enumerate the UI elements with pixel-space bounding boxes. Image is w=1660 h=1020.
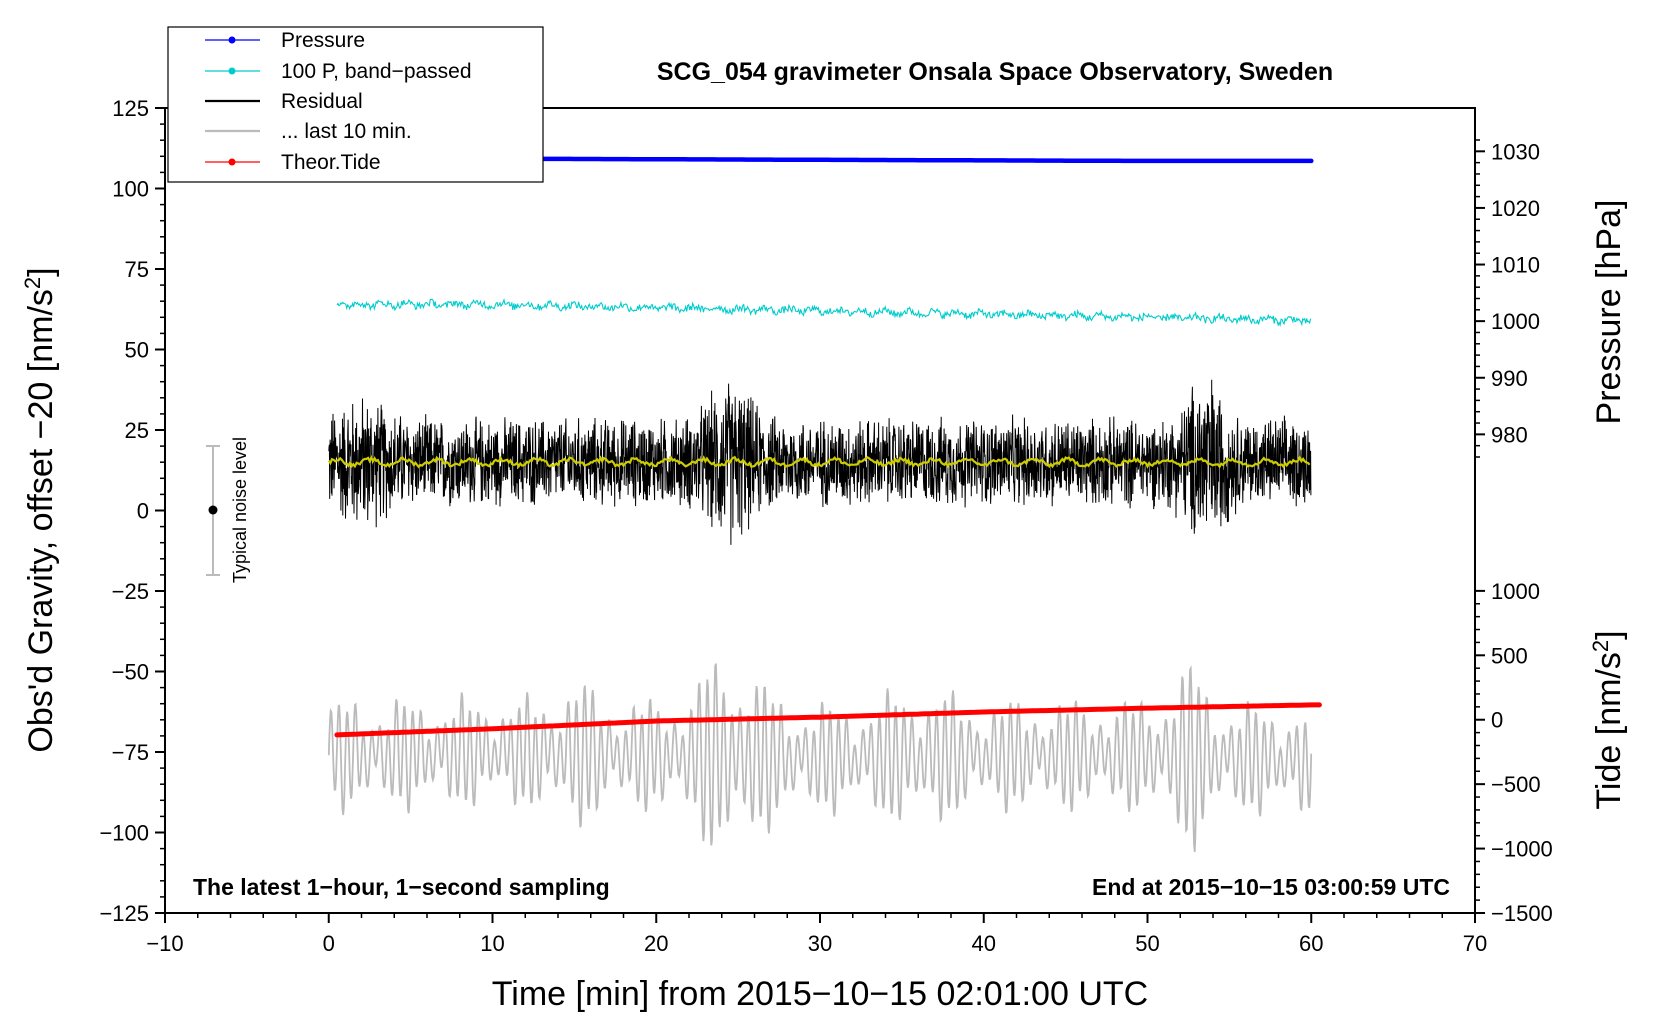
y-axis-tide-title: Tide [nm/s2] — [1588, 630, 1628, 809]
legend-label-last10: ... last 10 min. — [281, 120, 412, 143]
series-last-10-min — [327, 663, 1313, 853]
series-residual — [328, 379, 1312, 545]
y-left-tick-label: −25 — [112, 579, 149, 604]
y-tide-tick-label: −1500 — [1491, 901, 1553, 926]
data-series — [326, 155, 1322, 853]
noise-level-label: Typical noise level — [230, 437, 250, 583]
y-axis-pressure-title: Pressure [hPa] — [1590, 200, 1628, 425]
y-axis-left-title: Obs'd Gravity, offset −20 [nm/s2] — [20, 267, 60, 752]
y-tide-tick-label: −500 — [1491, 772, 1541, 797]
y-left-tick-label: 50 — [125, 338, 149, 363]
x-tick-label: 20 — [644, 931, 668, 956]
y-pressure-tick-label: 1000 — [1491, 309, 1540, 334]
legend-marker-tide — [228, 158, 236, 166]
x-tick-label: 40 — [972, 931, 996, 956]
legend-label-tide: Theor.Tide — [281, 151, 381, 174]
y-pressure-tick-label: 990 — [1491, 366, 1528, 391]
chart-title: SCG_054 gravimeter Onsala Space Observat… — [657, 58, 1333, 86]
x-tick-label: 30 — [808, 931, 832, 956]
y-tide-tick-label: 1000 — [1491, 579, 1540, 604]
x-tick-label: 50 — [1135, 931, 1159, 956]
y-left-tick-label: −100 — [99, 821, 149, 846]
series-pressure-bandpassed — [336, 298, 1312, 328]
y-pressure-tick-label: 1020 — [1491, 196, 1540, 221]
y-pressure-tick-label: 1010 — [1491, 253, 1540, 278]
y-left-tick-label: 125 — [112, 96, 149, 121]
y-left-tick-label: −125 — [99, 901, 149, 926]
legend-label-residual: Residual — [281, 90, 363, 113]
x-tick-label: 70 — [1463, 931, 1487, 956]
y-left-tick-label: −75 — [112, 740, 149, 765]
y-pressure-tick-label: 980 — [1491, 422, 1528, 447]
x-tick-label: 0 — [323, 931, 335, 956]
series-theoretical-tide — [334, 702, 1322, 738]
note-sampling: The latest 1−hour, 1−second sampling — [193, 874, 610, 900]
legend-marker-bandpassed — [228, 67, 236, 75]
y-left-tick-label: −50 — [112, 660, 149, 685]
x-axis-title: Time [min] from 2015−10−15 02:01:00 UTC — [492, 975, 1148, 1013]
noise-level-indicator: Typical noise level — [206, 437, 250, 583]
y-left-tick-label: 25 — [125, 418, 149, 443]
y-tide-tick-label: 0 — [1491, 708, 1503, 733]
y-left-tick-label: 100 — [112, 177, 149, 202]
series-residual-mean — [327, 454, 1311, 469]
legend-label-pressure: Pressure — [281, 29, 365, 52]
note-end-time: End at 2015−10−15 03:00:59 UTC — [1092, 874, 1450, 900]
y-left-tick-label: 0 — [137, 499, 149, 524]
y-left-tick-label: 75 — [125, 257, 149, 282]
y-tide-tick-label: 500 — [1491, 643, 1528, 668]
legend-box — [167, 26, 544, 183]
axis-ticks: −10 0 10 20 30 40 50 60 701251007550250−25−50−75… — [99, 96, 1552, 956]
y-tide-tick-label: −1000 — [1491, 837, 1553, 862]
x-tick-label: 10 — [480, 931, 504, 956]
plot-frame — [164, 107, 1476, 914]
x-tick-label: 60 — [1299, 931, 1323, 956]
x-tick-label: −10 — [146, 931, 183, 956]
legend-marker-pressure — [228, 36, 236, 44]
legend: Pressure 100 P, band−passed Residual ...… — [167, 26, 544, 183]
noise-center-dot — [208, 505, 218, 515]
legend-label-bandpassed: 100 P, band−passed — [281, 60, 472, 83]
y-pressure-tick-label: 1030 — [1491, 139, 1540, 164]
